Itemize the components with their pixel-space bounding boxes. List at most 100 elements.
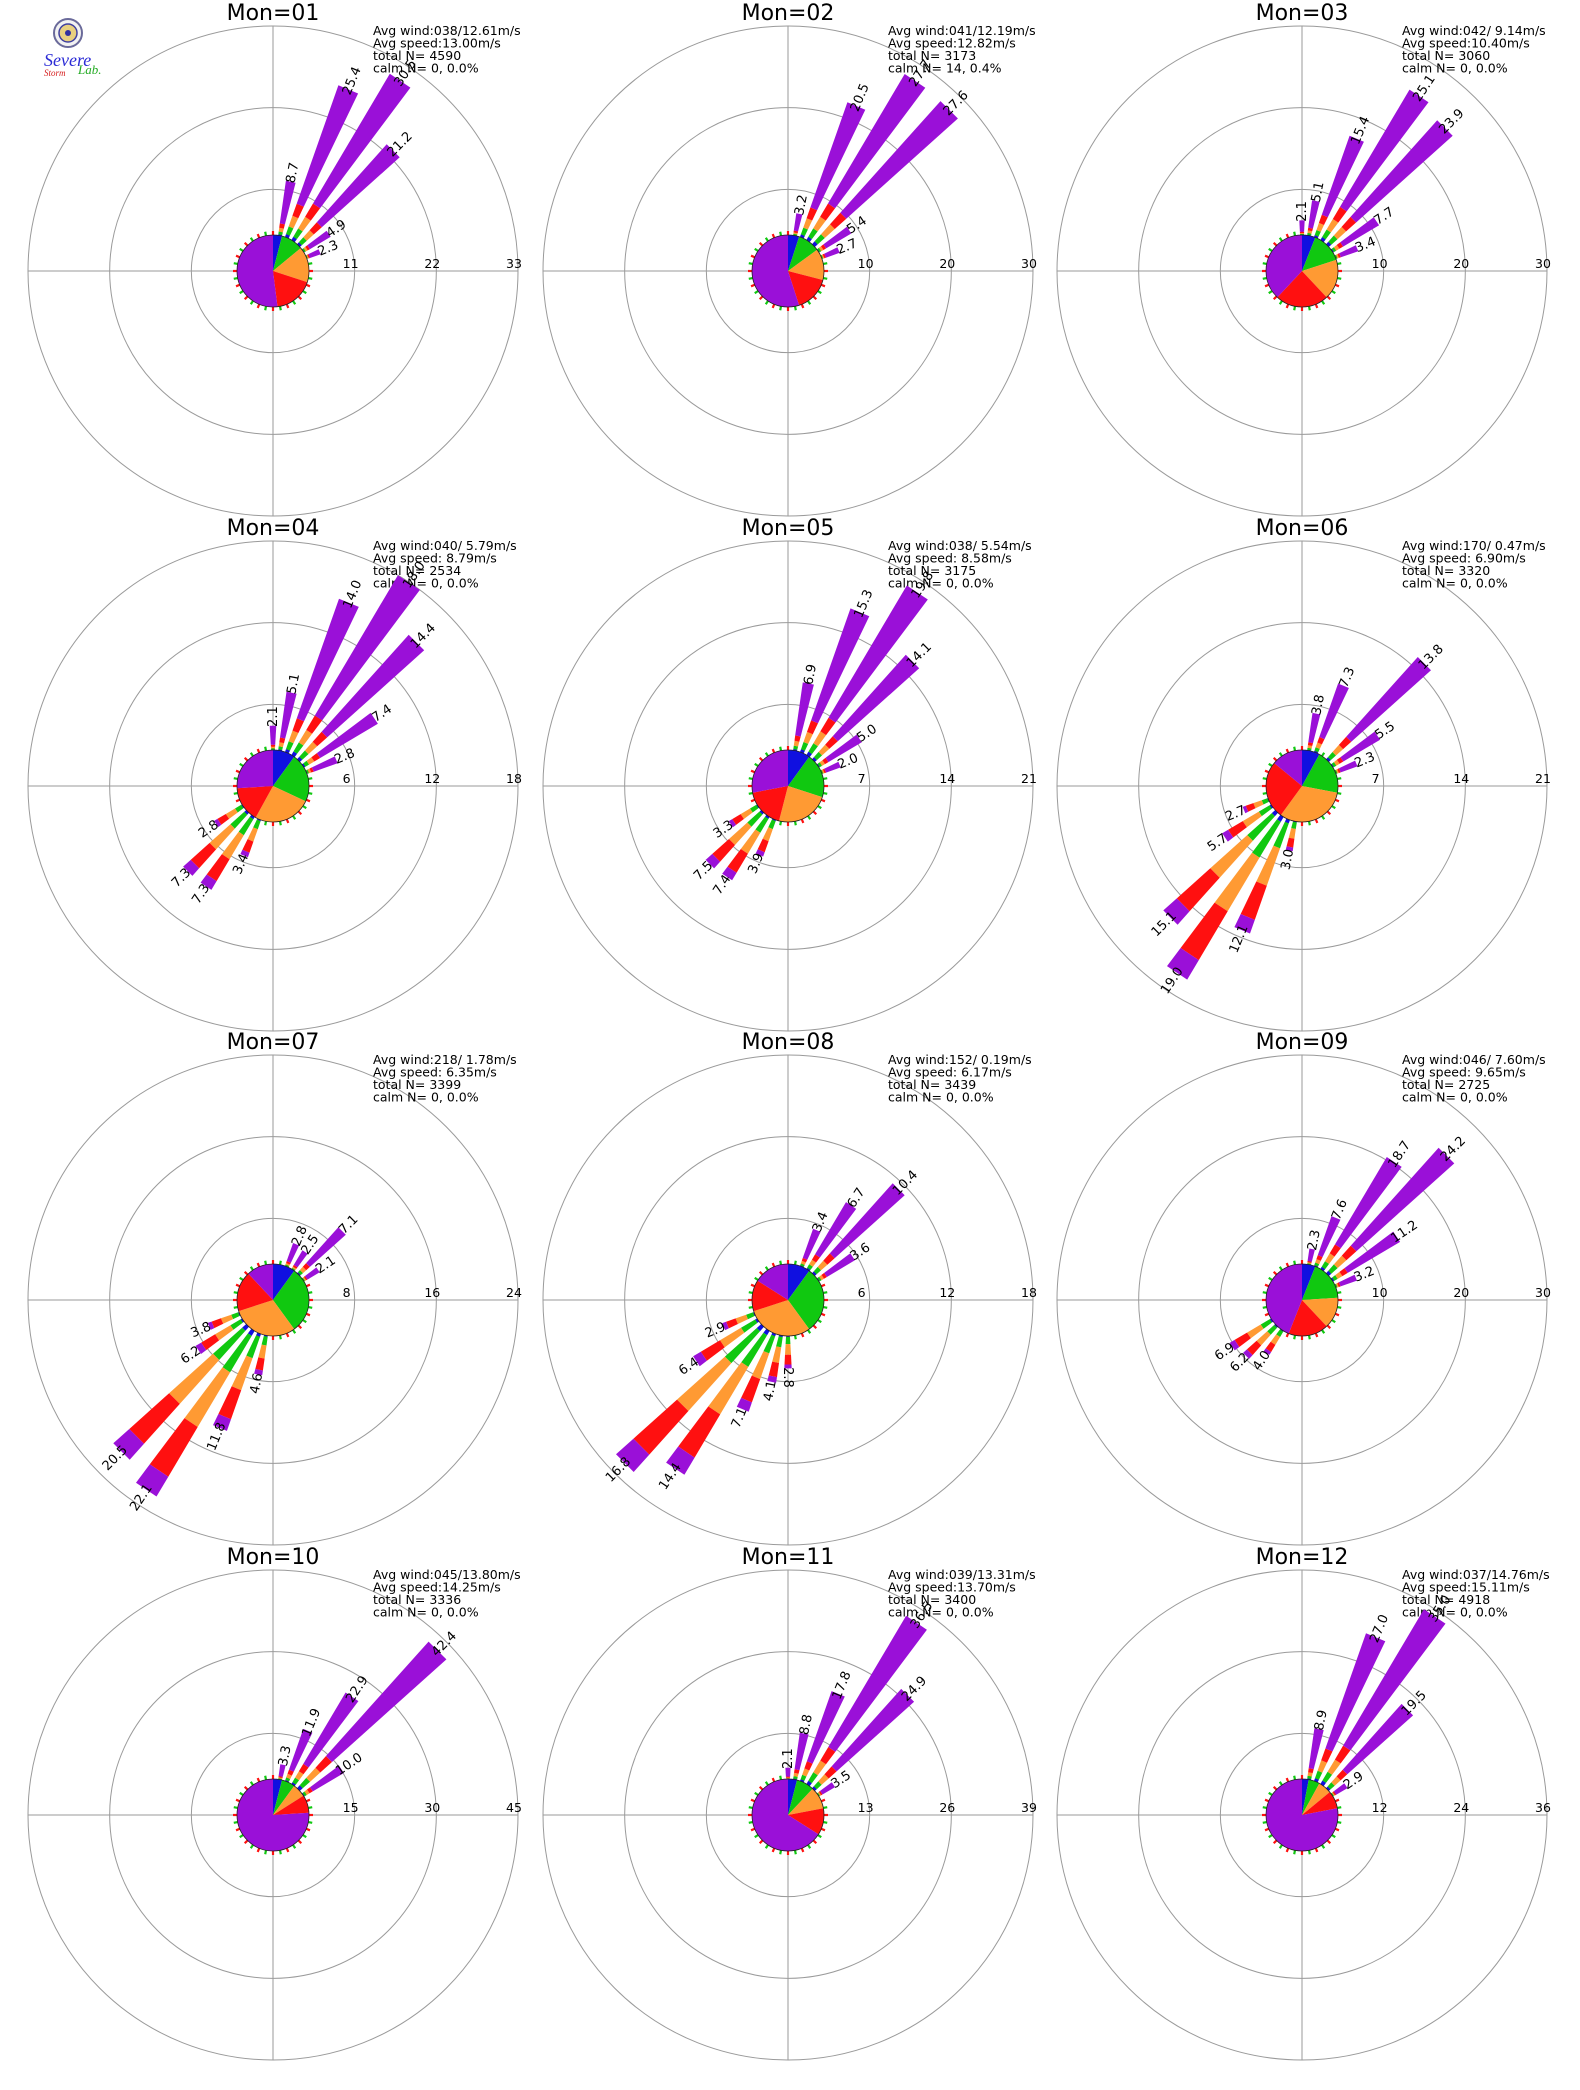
hub-tick (264, 1850, 268, 1855)
hub-tick (748, 1820, 753, 1824)
info-line: Avg speed:13.70m/s (888, 1580, 1016, 1595)
petal-segment (305, 203, 321, 221)
petal-segment (801, 1257, 808, 1263)
petal-segment (1338, 1274, 1357, 1287)
hub-pie-slice (1302, 1263, 1316, 1300)
petal-segment (305, 255, 308, 259)
hub-tick (1331, 290, 1336, 295)
petal-segment (1276, 1329, 1284, 1337)
petal-segment (129, 1393, 180, 1444)
chart-title: Mon=12 (1256, 1545, 1349, 1570)
hub-tick (750, 1798, 756, 1803)
hub-pie-slice (788, 1808, 825, 1835)
petal-segment (278, 227, 284, 233)
petal-segment (1267, 1324, 1278, 1335)
petal-segment (1307, 227, 1313, 232)
hub-tick (1264, 1312, 1270, 1317)
info-line: Avg wind:218/ 1.78m/s (373, 1052, 517, 1067)
petal-segment (1339, 760, 1358, 773)
petal-segment (817, 762, 822, 768)
info-line: total N= 4590 (373, 48, 461, 63)
hub-tick (1272, 756, 1278, 762)
hub-tick (297, 1839, 303, 1845)
info-line: Avg wind:037/14.76m/s (1402, 1567, 1550, 1582)
hub-tick (1278, 752, 1283, 757)
info-line: calm N= 0, 0.0% (1402, 576, 1508, 591)
hub-tick (1337, 276, 1342, 280)
hub-tick (233, 1305, 238, 1309)
petal-segment (1337, 1282, 1341, 1287)
petal-segment (700, 1340, 725, 1361)
petal-segment (793, 1776, 798, 1780)
petal-segment (289, 1728, 313, 1772)
hub-pie-slice (1266, 763, 1302, 816)
hub-tick (748, 276, 753, 280)
ring-tick-label: 12 (424, 771, 440, 786)
hub-tick (264, 821, 268, 826)
hub-tick (1278, 237, 1283, 242)
petal-segment (254, 1369, 263, 1376)
petal-segment (800, 1779, 805, 1783)
petal-segment (1336, 242, 1344, 249)
petal-segment (312, 731, 328, 747)
petal-segment (1307, 1772, 1313, 1777)
hub-tick (812, 810, 818, 816)
hub-tick (1268, 247, 1273, 252)
ring-tick-label: 30 (424, 1800, 440, 1815)
hub-tick (758, 1839, 764, 1845)
hub-tick (1337, 1305, 1342, 1309)
petal-value-label: 21.2 (385, 129, 416, 160)
petal-segment (1328, 1264, 1338, 1274)
hub-pie-slice (236, 1779, 309, 1851)
hub-tick (1268, 1276, 1273, 1281)
petal-segment (1343, 1609, 1446, 1751)
petal-segment (824, 1253, 855, 1277)
petal-segment (814, 234, 825, 245)
ring-tick-label: 22 (424, 256, 440, 271)
petal-value-label: 4.1 (761, 1379, 780, 1402)
info-line: calm N= 0, 0.0% (373, 1605, 479, 1620)
petal-segment (1332, 206, 1347, 223)
hub-tick (302, 805, 307, 810)
hub-tick (302, 290, 307, 295)
info-line: total N= 2534 (373, 563, 461, 578)
petal-segment (1307, 230, 1313, 234)
hub-pie-slice (1302, 1297, 1338, 1327)
petal-segment (820, 203, 836, 221)
petal-segment (813, 1760, 826, 1776)
petal-segment (786, 1777, 790, 1779)
hub-tick (305, 1283, 311, 1288)
petal-segment (221, 831, 244, 860)
petal-segment (771, 818, 776, 822)
hub-tick (1337, 262, 1342, 266)
petal-segment (821, 244, 827, 250)
hub-pie-slice (273, 1270, 310, 1330)
hub-tick (812, 1324, 818, 1330)
info-line: Avg speed: 9.65m/s (1402, 1065, 1526, 1080)
petal-segment (1300, 234, 1304, 235)
petal-segment (1340, 89, 1429, 212)
hub-pie-slice (273, 236, 301, 271)
info-line: calm N= 0, 0.0% (373, 576, 479, 591)
hub-tick (292, 1329, 297, 1334)
severe-storm-lab-logo: Severe Storm Lab. (44, 18, 101, 78)
petal-segment (240, 849, 250, 858)
hub-tick (779, 821, 783, 826)
hub-tick (308, 262, 313, 266)
petal-segment (311, 753, 321, 762)
hub-tick (779, 1260, 783, 1265)
hub-tick (1293, 231, 1297, 236)
petal-segment (1350, 120, 1453, 223)
petal-segment (270, 744, 276, 747)
hub-tick (239, 290, 244, 295)
petal-segment (813, 751, 823, 761)
chart-title: Mon=01 (227, 1, 320, 26)
hub-pie-slice (751, 234, 800, 307)
hub-tick (750, 769, 756, 774)
hub-tick (748, 777, 753, 781)
petal-segment (765, 814, 770, 819)
petal-segment (1315, 1259, 1321, 1265)
petal-segment (1317, 1760, 1327, 1773)
